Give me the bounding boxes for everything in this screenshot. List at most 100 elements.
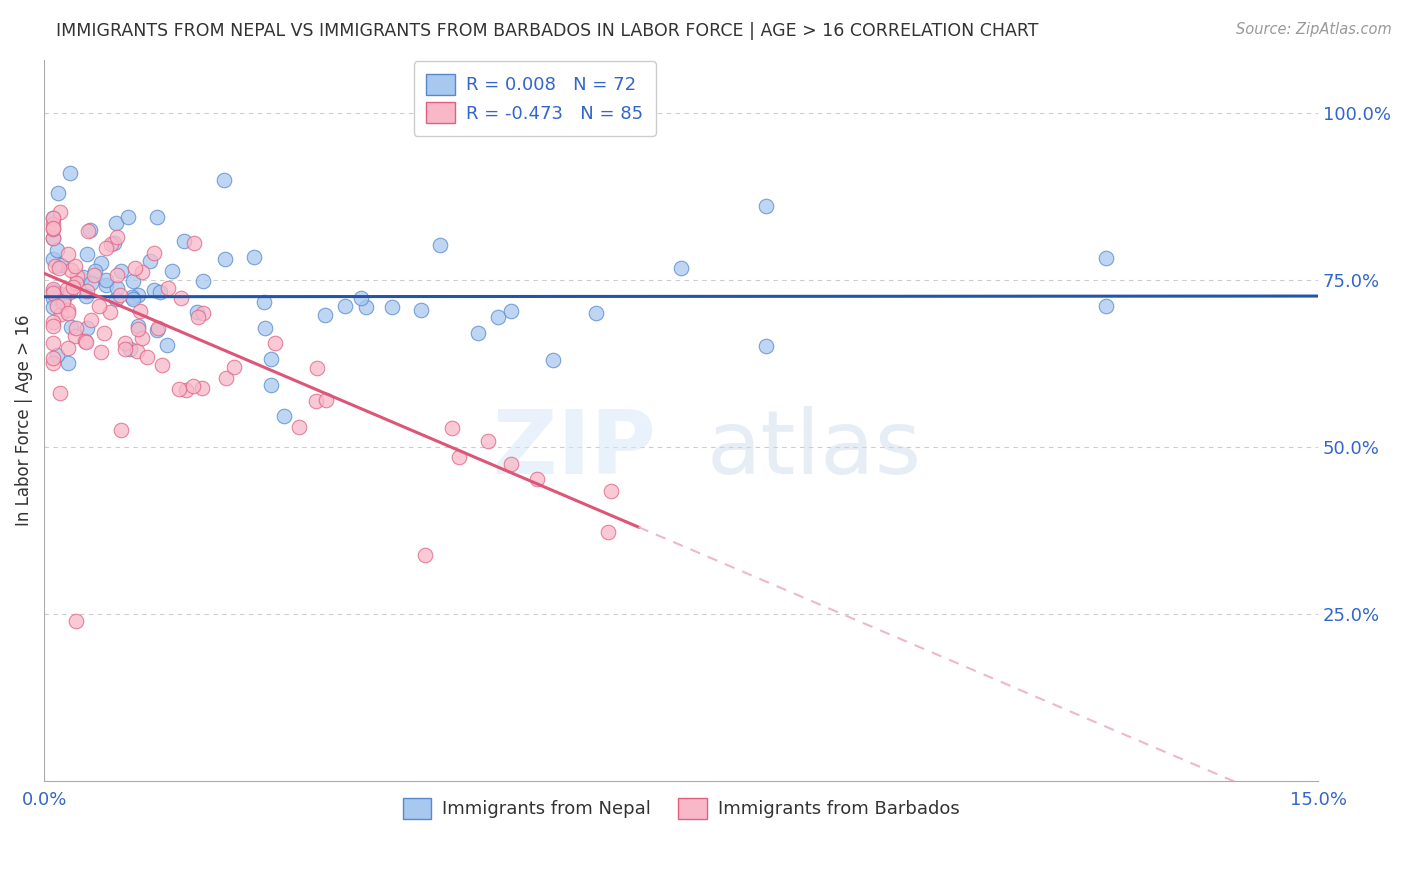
Point — [1094, 299, 1116, 313]
Point — [41, 351, 63, 366]
Point — [55, 282, 77, 296]
Point — [146, 210, 169, 224]
Point — [127, 288, 149, 302]
Point — [45, 348, 67, 362]
Point — [46, 186, 69, 201]
Point — [526, 472, 548, 486]
Point — [131, 265, 153, 279]
Point — [49, 258, 72, 272]
Point — [80, 313, 103, 327]
Point — [150, 358, 173, 372]
Point — [41, 221, 63, 235]
Point — [183, 235, 205, 250]
Point — [117, 211, 139, 225]
Point — [60, 263, 83, 277]
Point — [108, 288, 131, 302]
Point — [411, 303, 433, 318]
Point — [52, 295, 75, 310]
Point — [89, 299, 111, 313]
Point — [354, 301, 377, 315]
Point — [72, 269, 94, 284]
Point — [41, 211, 63, 225]
Point — [79, 223, 101, 237]
Point — [58, 341, 80, 355]
Point — [187, 310, 209, 324]
Point — [48, 386, 70, 401]
Point — [103, 236, 125, 251]
Point — [260, 378, 283, 392]
Point — [191, 381, 214, 395]
Point — [1094, 252, 1116, 266]
Point — [215, 371, 238, 385]
Point — [136, 350, 159, 364]
Point — [413, 548, 436, 562]
Point — [66, 268, 89, 283]
Point — [467, 326, 489, 340]
Point — [41, 286, 63, 301]
Point — [139, 253, 162, 268]
Point — [105, 268, 128, 282]
Point — [191, 305, 214, 319]
Point — [59, 285, 82, 299]
Point — [585, 306, 607, 320]
Point — [146, 323, 169, 337]
Point — [105, 281, 128, 295]
Point — [669, 261, 692, 276]
Point — [477, 434, 499, 448]
Point — [46, 299, 69, 313]
Point — [350, 292, 373, 306]
Point — [214, 173, 236, 187]
Point — [174, 383, 197, 397]
Point — [41, 217, 63, 231]
Point — [449, 450, 471, 464]
Point — [98, 305, 121, 319]
Point — [263, 335, 285, 350]
Point — [44, 259, 66, 273]
Point — [48, 204, 70, 219]
Point — [41, 231, 63, 245]
Point — [224, 359, 246, 374]
Point — [41, 211, 63, 226]
Point — [243, 250, 266, 264]
Point — [75, 334, 97, 349]
Point — [121, 292, 143, 306]
Point — [65, 276, 87, 290]
Point — [75, 334, 97, 349]
Point — [149, 285, 172, 300]
Point — [46, 243, 69, 257]
Point — [41, 282, 63, 296]
Point — [486, 310, 509, 324]
Point — [62, 280, 84, 294]
Text: ZIP: ZIP — [494, 406, 655, 492]
Point — [142, 283, 165, 297]
Point — [755, 338, 778, 352]
Point — [335, 300, 357, 314]
Point — [75, 288, 97, 302]
Point — [41, 231, 63, 245]
Point — [41, 284, 63, 298]
Point — [142, 246, 165, 260]
Point — [90, 256, 112, 270]
Point — [105, 293, 128, 307]
Point — [599, 484, 621, 499]
Point — [214, 252, 236, 267]
Point — [541, 353, 564, 368]
Point — [254, 321, 277, 335]
Point — [56, 303, 79, 318]
Point — [127, 321, 149, 335]
Point — [128, 304, 150, 318]
Point — [41, 336, 63, 351]
Point — [305, 393, 328, 408]
Point — [76, 247, 98, 261]
Point — [56, 306, 79, 320]
Point — [41, 300, 63, 314]
Point — [160, 264, 183, 278]
Point — [41, 222, 63, 236]
Point — [105, 216, 128, 230]
Point — [41, 252, 63, 266]
Point — [121, 290, 143, 304]
Point — [90, 345, 112, 359]
Point — [83, 264, 105, 278]
Point — [114, 335, 136, 350]
Point — [114, 343, 136, 357]
